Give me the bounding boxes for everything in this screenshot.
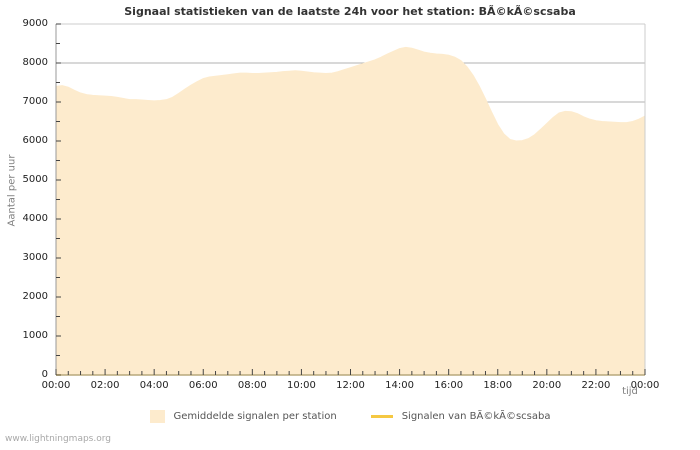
x-tick-label: 16:00: [434, 380, 464, 391]
x-tick-label: 08:00: [237, 380, 267, 391]
y-tick-label: 1000: [22, 330, 48, 341]
x-tick-label: 02:00: [90, 380, 120, 391]
x-tick-label: 20:00: [532, 380, 562, 391]
legend-item-average[interactable]: Gemiddelde signalen per station: [149, 410, 337, 423]
x-axis-label: tijd: [622, 386, 638, 397]
y-tick-label: 2000: [22, 291, 48, 302]
y-tick-label: 7000: [22, 96, 48, 107]
y-tick-label: 5000: [22, 174, 48, 185]
chart-title: Signaal statistieken van de laatste 24h …: [124, 5, 576, 18]
y-tick-label: 4000: [22, 213, 48, 224]
x-tick-label: 10:00: [286, 380, 316, 391]
watermark: www.lightningmaps.org: [5, 434, 111, 444]
legend-swatch-area-icon: [149, 410, 165, 423]
x-tick-label: 14:00: [385, 380, 414, 391]
y-tick-label: 0: [41, 369, 48, 380]
x-tick-label: 00:00: [630, 380, 660, 391]
x-tick-label: 00:00: [41, 380, 71, 391]
legend-item-station[interactable]: Signalen van BÃ©kÃ©scsaba: [370, 411, 551, 422]
y-tick-label: 6000: [22, 135, 48, 146]
x-tick-label: 22:00: [581, 380, 611, 391]
y-tick-label: 8000: [22, 57, 48, 68]
y-tick-label: 9000: [22, 18, 48, 29]
chart-legend: Gemiddelde signalen per station Signalen…: [0, 410, 700, 423]
legend-swatch-line-icon: [370, 415, 393, 418]
x-tick-label: 18:00: [483, 380, 513, 391]
x-tick-label: 04:00: [139, 380, 169, 391]
y-tick-label: 3000: [22, 252, 48, 263]
legend-label-average: Gemiddelde signalen per station: [173, 411, 337, 422]
legend-label-station: Signalen van BÃ©kÃ©scsaba: [401, 411, 551, 422]
x-tick-label: 06:00: [188, 380, 218, 391]
x-tick-label: 12:00: [336, 380, 365, 391]
